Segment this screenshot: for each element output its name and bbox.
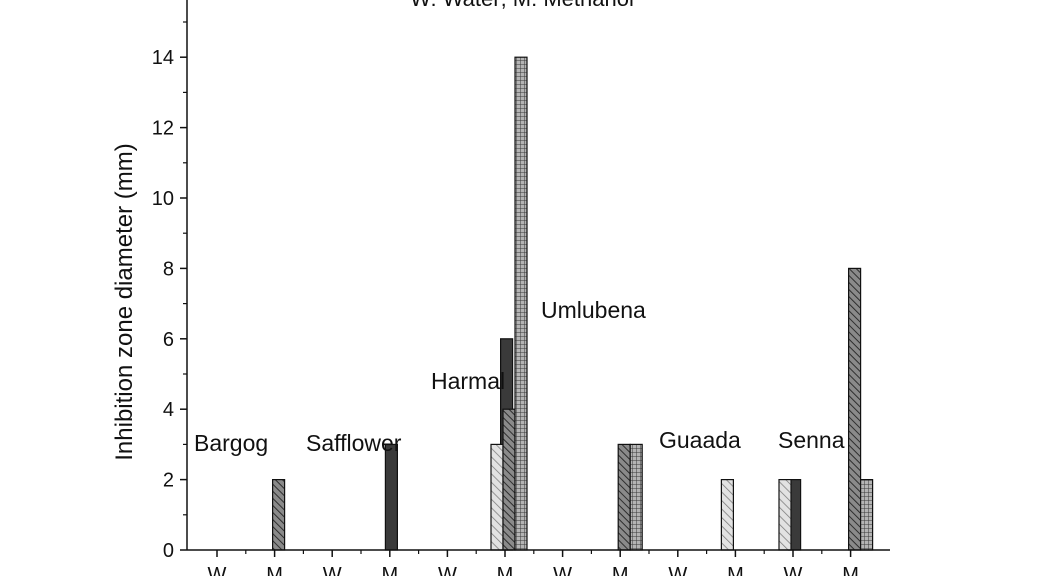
y-tick-label: 14 — [152, 47, 174, 69]
plant-label: Umlubena — [541, 297, 646, 323]
plant-label: Senna — [778, 427, 845, 453]
y-tick-label: 4 — [163, 399, 174, 421]
bar — [490, 443, 504, 551]
bar — [720, 479, 735, 551]
x-tick-label: W — [323, 564, 342, 576]
bar — [847, 267, 862, 551]
bar — [629, 443, 643, 551]
y-tick-label: 2 — [163, 470, 174, 492]
y-tick-label: 8 — [163, 258, 174, 280]
y-tick-label: 6 — [163, 329, 174, 351]
bar — [778, 479, 792, 551]
x-tick-label: M — [612, 564, 629, 576]
chart-title: W: Water; M: Methanol — [410, 0, 634, 11]
bar — [514, 56, 528, 551]
x-tick-label: M — [266, 564, 283, 576]
x-tick-label: W — [784, 564, 803, 576]
x-tick-label: M — [842, 564, 859, 576]
y-axis-label: Inhibition zone diameter (mm) — [111, 143, 138, 460]
x-tick-label: W — [438, 564, 457, 576]
bar — [272, 479, 286, 551]
y-tick-label: 0 — [163, 540, 174, 562]
x-tick-label: W — [553, 564, 572, 576]
bar — [859, 479, 874, 551]
bar — [384, 443, 398, 551]
x-tick-label: M — [497, 564, 514, 576]
x-tick-label: W — [208, 564, 227, 576]
plot-area: 0 2 4 6 8 10 12 14 W M W M W M W M W M W M Bargog Safflower Ha… — [152, 21, 874, 576]
x-tick-label: M — [381, 564, 398, 576]
y-tick-label: 12 — [152, 118, 174, 140]
plant-label: Safflower — [306, 430, 402, 456]
plant-label: Guaada — [659, 427, 741, 453]
bar — [502, 408, 516, 551]
x-tick-label: W — [668, 564, 687, 576]
x-tick-label: M — [727, 564, 744, 576]
plant-label: Harmal — [431, 368, 505, 394]
plant-label: Bargog — [194, 430, 268, 456]
bar — [617, 443, 631, 551]
y-tick-label: 10 — [152, 188, 174, 210]
